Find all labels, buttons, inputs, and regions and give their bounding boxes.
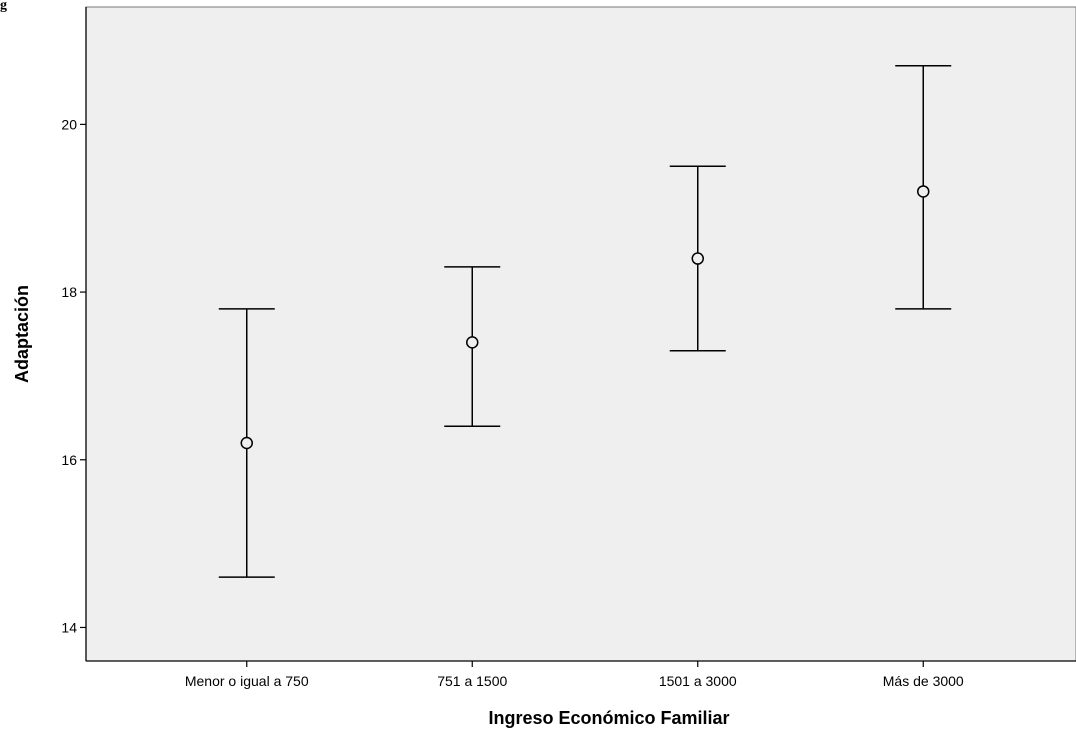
- mean-marker: [917, 185, 930, 198]
- x-tick-label: Menor o igual a 750: [185, 673, 309, 689]
- error-bar-group: [218, 308, 275, 578]
- mean-marker: [240, 436, 253, 450]
- page-marker-letter: g: [0, 0, 7, 13]
- x-axis-title: Ingreso Económico Familiar: [488, 708, 729, 728]
- mean-marker: [691, 252, 704, 265]
- y-axis-ticks: 14 16 18 20: [61, 116, 86, 635]
- y-tick-label: 18: [61, 284, 77, 300]
- x-axis-ticks: Menor o igual a 750 751 a 1500 1501 a 3000…: [185, 661, 964, 689]
- error-bar-group: [669, 165, 726, 352]
- y-tick-label: 20: [61, 116, 77, 132]
- mean-marker: [466, 336, 479, 349]
- y-tick-label: 14: [61, 619, 77, 635]
- error-bar-group: [444, 266, 501, 427]
- y-axis-title: Adaptación: [12, 285, 32, 383]
- x-tick-label: 1501 a 3000: [659, 673, 737, 689]
- plot-area: [85, 6, 1076, 662]
- x-tick-label: Más de 3000: [883, 673, 964, 689]
- error-bars: [218, 64, 952, 578]
- x-tick-label: 751 a 1500: [437, 673, 507, 689]
- y-tick-label: 16: [61, 452, 77, 468]
- error-bar-group: [895, 64, 952, 310]
